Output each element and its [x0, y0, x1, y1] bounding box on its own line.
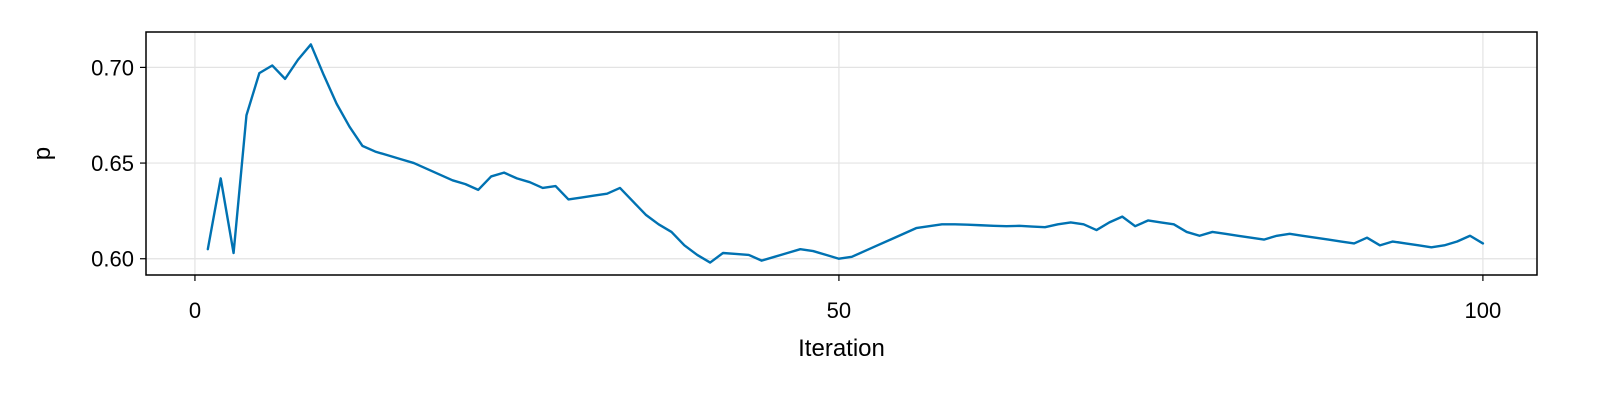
x-tick-label: 0	[189, 298, 201, 323]
y-axis-label: p	[29, 147, 56, 160]
plot-frame	[145, 31, 1538, 276]
x-tick-label: 100	[1465, 298, 1502, 323]
x-tick-label: 50	[827, 298, 851, 323]
series-layer	[206, 43, 1485, 264]
axis-ticks: 0 50 100 0.60 0.65 0.70	[91, 55, 1501, 323]
x-axis-label: Iteration	[798, 335, 885, 362]
y-tick-label: 0.60	[91, 247, 134, 272]
y-tick-label: 0.70	[91, 55, 134, 80]
y-tick-label: 0.65	[91, 151, 134, 176]
series-line	[206, 43, 1485, 264]
